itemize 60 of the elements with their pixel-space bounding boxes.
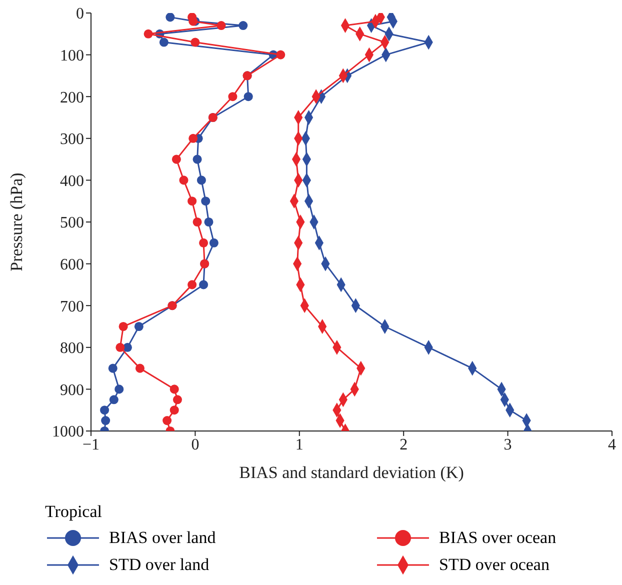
point (276, 50, 286, 60)
x-tick-label: 2 (400, 436, 408, 454)
point (188, 196, 197, 206)
point (118, 322, 128, 332)
x-tick-label: 4 (608, 436, 616, 454)
x-axis-title: BIAS and standard deviation (K) (239, 463, 464, 482)
y-tick-label: 0 (76, 6, 84, 23)
point (122, 342, 132, 352)
legend-label: STD over ocean (439, 554, 550, 574)
legend-label: BIAS over ocean (439, 528, 556, 548)
x-tick-label: 3 (504, 436, 512, 454)
point (192, 217, 202, 227)
point (188, 134, 198, 143)
point (192, 154, 202, 164)
point (166, 13, 175, 22)
point (114, 384, 124, 394)
y-tick-label: 400 (60, 172, 84, 190)
point (238, 21, 248, 30)
legend-label: STD over land (109, 554, 210, 574)
point (244, 92, 253, 102)
point (170, 406, 179, 415)
point (190, 38, 200, 47)
point (135, 364, 144, 373)
point (209, 238, 218, 248)
point (134, 322, 144, 332)
y-tick-label: 900 (60, 382, 84, 399)
point (116, 342, 125, 352)
legend-title: Tropical (45, 502, 103, 522)
point (108, 364, 118, 373)
point (162, 416, 172, 426)
point (201, 196, 210, 206)
y-tick-label: 500 (60, 214, 84, 232)
y-tick-label: 600 (60, 256, 84, 274)
point (196, 176, 206, 185)
point (144, 29, 153, 38)
point (172, 395, 182, 404)
point (204, 217, 214, 227)
x-tick-label: 1 (295, 436, 304, 454)
point (100, 406, 110, 415)
y-tick-label: 100 (60, 47, 84, 64)
y-tick-label: 700 (60, 298, 84, 316)
point (172, 154, 181, 164)
point (179, 176, 188, 185)
point (101, 416, 110, 426)
y-tick-label: 300 (60, 131, 84, 148)
point (216, 21, 226, 30)
point (199, 238, 208, 248)
point (199, 280, 208, 290)
point (159, 38, 168, 47)
legend-label: BIAS over land (109, 528, 216, 548)
y-tick-label: 800 (60, 340, 84, 358)
point (109, 395, 118, 404)
y-tick-label: 200 (60, 89, 84, 106)
y-axis-title: Pressure (hPa) (7, 172, 26, 272)
point (188, 280, 197, 290)
x-tick-label: 0 (191, 436, 200, 454)
x-tick-label: −1 (82, 436, 100, 454)
y-tick-label: 1000 (52, 424, 84, 441)
point (170, 384, 179, 394)
point (228, 92, 238, 102)
